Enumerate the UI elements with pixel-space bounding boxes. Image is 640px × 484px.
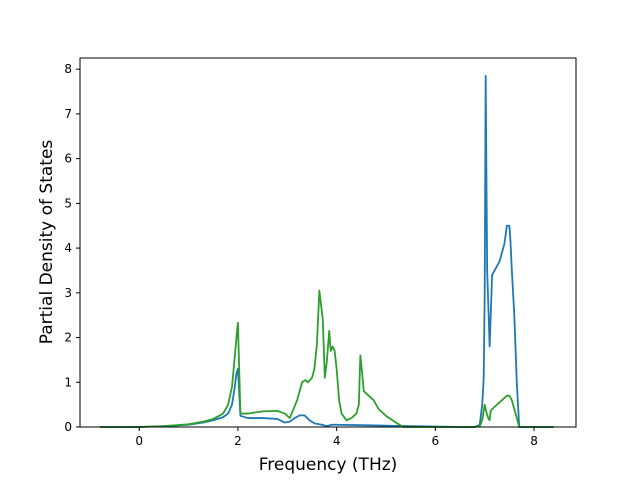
y-tick-label: 7	[64, 107, 72, 121]
y-tick-label: 4	[64, 241, 72, 255]
series-group	[99, 74, 554, 428]
series-line-1	[99, 74, 554, 428]
y-tick-label: 8	[64, 62, 72, 76]
ticks-group: 0 2 4 6 8 0 1 2 3 4 5 6 7 8	[64, 62, 538, 448]
axes-frame	[79, 57, 577, 428]
axes-group	[79, 57, 577, 428]
series-line-2	[99, 289, 554, 428]
plot-background	[80, 58, 576, 427]
x-axis-label: Frequency (THz)	[259, 455, 398, 475]
x-tick-label: 4	[333, 434, 341, 448]
y-tick-label: 1	[64, 375, 72, 389]
y-tick-label: 6	[64, 152, 72, 166]
x-tick-label: 6	[432, 434, 440, 448]
y-tick-label: 0	[64, 420, 72, 434]
y-tick-label: 3	[64, 286, 72, 300]
x-tick-label: 2	[234, 434, 242, 448]
y-tick-label: 5	[64, 196, 72, 210]
y-tick-label: 2	[64, 331, 72, 345]
plot-area	[80, 58, 576, 427]
x-tick-label: 8	[530, 434, 538, 448]
x-tick-label: 0	[135, 434, 143, 448]
y-axis-label: Partial Density of States	[37, 140, 57, 345]
